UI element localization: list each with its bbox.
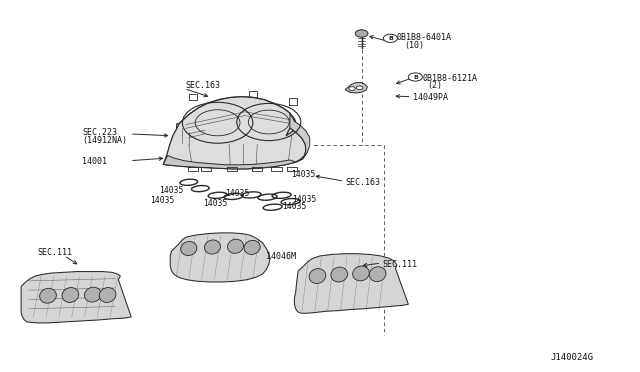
Text: SEC.111: SEC.111 <box>37 248 72 257</box>
Text: J140024G: J140024G <box>550 353 593 362</box>
Text: 14001: 14001 <box>82 157 107 166</box>
Text: SEC.111: SEC.111 <box>383 260 418 269</box>
Text: B: B <box>413 74 418 80</box>
Text: 14046M: 14046M <box>266 252 296 261</box>
Polygon shape <box>177 97 297 144</box>
Polygon shape <box>294 254 408 313</box>
Text: SEC.223: SEC.223 <box>82 128 117 137</box>
Text: (10): (10) <box>404 41 424 50</box>
Text: 14035: 14035 <box>159 186 183 195</box>
Polygon shape <box>163 155 296 169</box>
Text: SEC.163: SEC.163 <box>186 81 221 90</box>
Polygon shape <box>21 272 131 323</box>
Text: (2): (2) <box>428 81 442 90</box>
Circle shape <box>356 86 363 90</box>
Circle shape <box>349 87 355 90</box>
Polygon shape <box>290 113 310 162</box>
Circle shape <box>355 30 368 37</box>
Text: B: B <box>388 36 393 41</box>
Ellipse shape <box>309 269 326 283</box>
Text: 14049PA: 14049PA <box>413 93 448 102</box>
Circle shape <box>383 34 397 42</box>
Ellipse shape <box>99 288 116 302</box>
Ellipse shape <box>353 266 369 281</box>
Text: 0B1B8-6121A: 0B1B8-6121A <box>422 74 477 83</box>
Polygon shape <box>346 83 367 93</box>
Ellipse shape <box>62 288 79 302</box>
Text: 14035: 14035 <box>292 195 316 204</box>
Text: 14035: 14035 <box>204 199 228 208</box>
Text: 14035: 14035 <box>291 170 316 179</box>
Ellipse shape <box>244 240 260 254</box>
Ellipse shape <box>40 288 56 303</box>
Text: 14035: 14035 <box>282 202 306 211</box>
Text: 14035: 14035 <box>150 196 175 205</box>
Text: SEC.163: SEC.163 <box>346 178 381 187</box>
Ellipse shape <box>180 241 197 256</box>
Ellipse shape <box>84 287 101 302</box>
Polygon shape <box>170 233 270 282</box>
Text: 14035: 14035 <box>225 189 250 198</box>
Text: (14912NA): (14912NA) <box>82 136 127 145</box>
Ellipse shape <box>369 267 386 282</box>
Ellipse shape <box>227 239 244 253</box>
Circle shape <box>408 73 422 81</box>
Ellipse shape <box>204 240 221 254</box>
Ellipse shape <box>331 267 348 282</box>
Text: 0B1B8-6401A: 0B1B8-6401A <box>397 33 452 42</box>
Polygon shape <box>163 97 306 169</box>
